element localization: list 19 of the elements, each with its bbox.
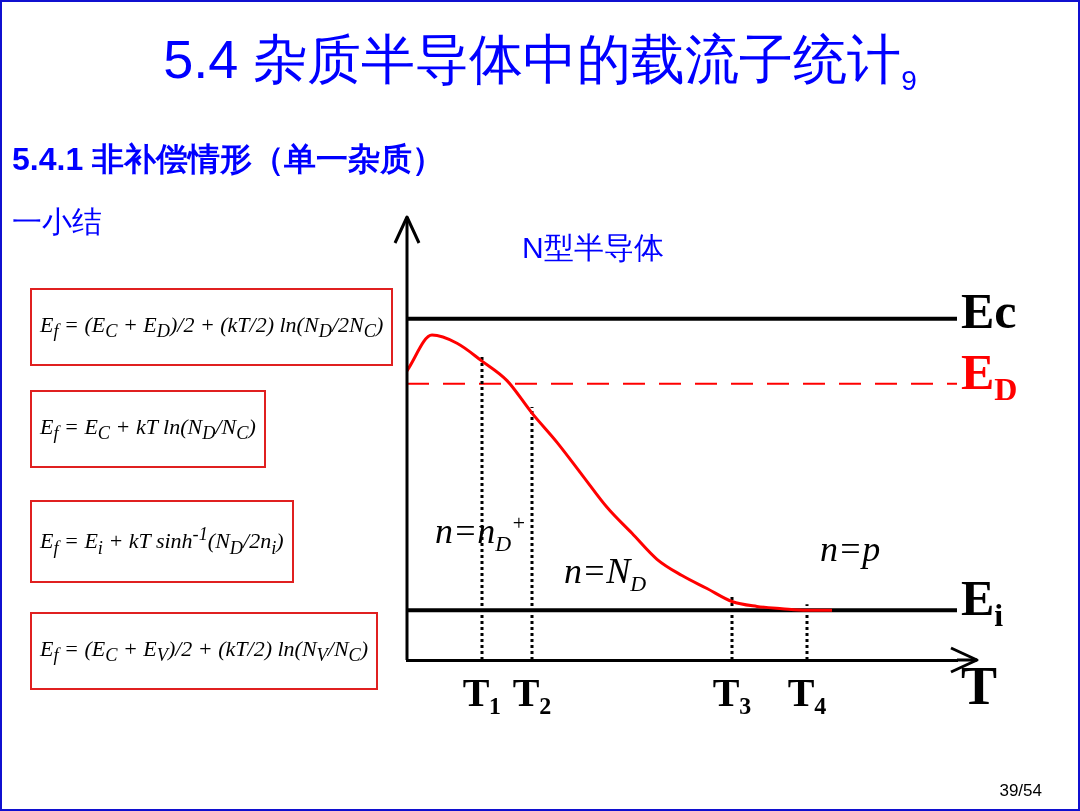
text: 39/54: [999, 781, 1042, 801]
x-axis-title: T: [961, 655, 998, 716]
x-tick-label: T₂: [512, 670, 552, 716]
annotation: n=N$_{D}$: [564, 550, 647, 598]
chart-title: 5.4 杂质半导体中的载流子统计$_{9}$: [162, 28, 918, 97]
ref-line-label: E$_{D}$: [961, 343, 1018, 407]
x-tick-label: T₁: [462, 670, 502, 716]
text: E$_{f}$ = (E$_{C}$ + E$_{D}$)/2 + (kT/2) ln(N$_{D}$/2N$_{C}$): [40, 312, 384, 342]
text: E$_{f}$ = (E$_{C}$ + E$_{V}$)/2 + (kT/2) ln(N$_{V}$/N$_{C}$): [40, 636, 369, 666]
ref-line-label: E$_{i}$: [961, 570, 1004, 634]
text: 一小结: [12, 204, 102, 240]
x-tick-label: T₃: [712, 670, 752, 716]
text: E$_{f}$ = E$_{i}$ + kT sinh$^{-1}$(N$_{D}$/2n$_{i}$): [40, 524, 284, 558]
chart-subtitle: 5.4.1 非补偿情形（单一杂质）: [12, 140, 445, 179]
ref-line-label: Ec: [961, 282, 1017, 339]
text: E$_{f}$ = E$_{C}$ + kT ln(N$_{D}$/N$_{C}$): [40, 414, 256, 444]
text: N型半导体: [522, 230, 664, 266]
annotation: n=p: [820, 528, 881, 570]
x-tick-label: T₄: [787, 670, 827, 716]
